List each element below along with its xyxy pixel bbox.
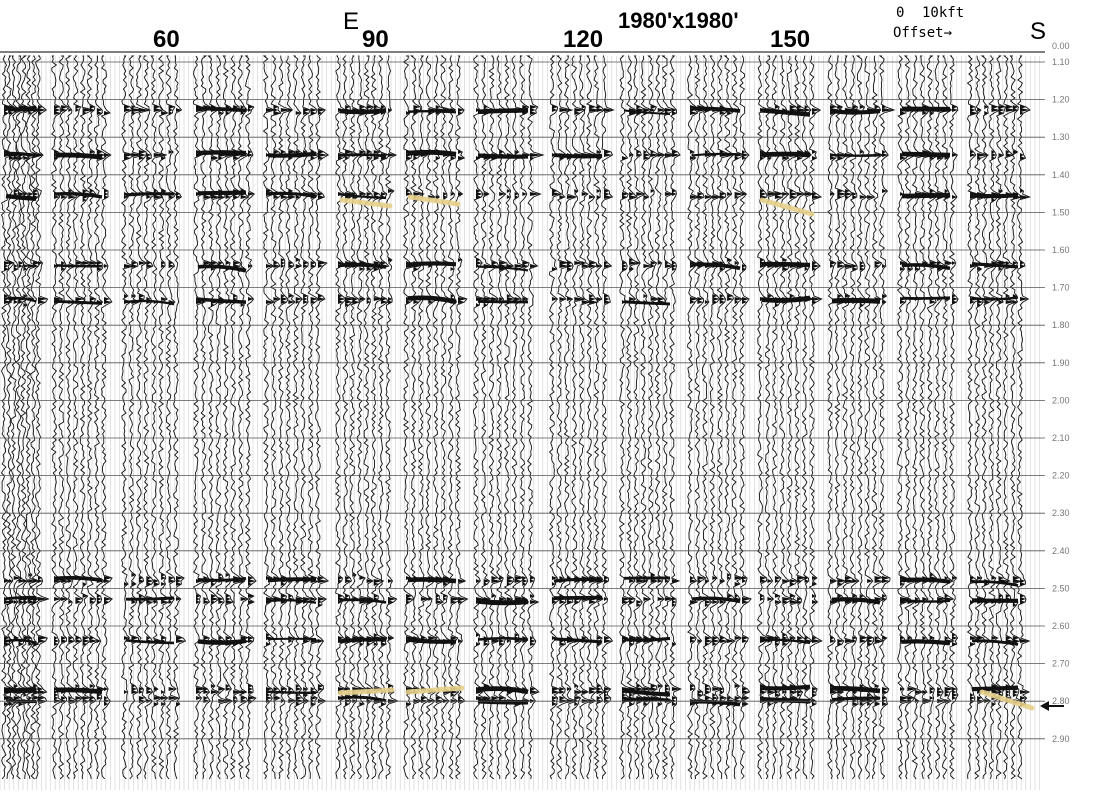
- time-tick-label: 0.00: [1052, 41, 1070, 51]
- station-label-150: 150: [770, 26, 811, 53]
- horizon-pick: [337, 687, 395, 696]
- time-tick-label: 1.20: [1052, 95, 1070, 105]
- time-tick-label: 1.90: [1052, 358, 1070, 368]
- time-tick-label: 2.90: [1052, 734, 1070, 744]
- station-label-120: 120: [563, 26, 604, 53]
- gather-panel: [120, 55, 187, 780]
- time-tick-label: 1.60: [1052, 245, 1070, 255]
- time-axis: 0.00 1.10 1.20 1.30 1.40 1.50 1.60 1.70 1.80 1.90…: [1052, 41, 1070, 744]
- timing-lines: [0, 51, 1045, 740]
- station-label-90: 90: [362, 26, 389, 53]
- time-tick-label: 2.30: [1052, 508, 1070, 518]
- time-tick-label: 1.30: [1052, 132, 1070, 142]
- time-tick-label: 1.80: [1052, 320, 1070, 330]
- gather-panel: [402, 55, 469, 780]
- time-tick-label: 2.20: [1052, 471, 1070, 481]
- gather-panel: [966, 55, 1032, 780]
- offset-label: Offset→: [893, 25, 953, 41]
- horizon-pick: [339, 197, 393, 209]
- time-tick-label: 2.00: [1052, 395, 1070, 405]
- gather-panels: [0, 55, 1040, 790]
- gather-panel: [262, 55, 330, 780]
- time-tick-label: 2.10: [1052, 433, 1070, 443]
- time-tick-label: 2.60: [1052, 621, 1070, 631]
- gather-panel: [896, 55, 959, 780]
- panel-marker-e: E: [343, 8, 360, 35]
- station-label-60: 60: [153, 26, 180, 53]
- arrow-left-icon: [1040, 701, 1064, 711]
- horizon-picks: [337, 194, 1035, 711]
- horizon-pick: [979, 689, 1035, 711]
- time-tick-label: 1.10: [1052, 57, 1070, 67]
- gather-panel: [548, 55, 615, 780]
- time-tick-label: 1.40: [1052, 170, 1070, 180]
- time-tick-label: 1.50: [1052, 207, 1070, 217]
- scale-distance: 10kft: [922, 5, 965, 21]
- gather-panel: [618, 55, 682, 780]
- scale-zero: 0: [896, 5, 905, 21]
- time-tick-label: 2.70: [1052, 659, 1070, 669]
- bin-size-label: 1980'x1980': [618, 8, 739, 33]
- gather-panel: [192, 55, 257, 780]
- time-tick-label: 2.40: [1052, 546, 1070, 556]
- end-marker-s: S: [1030, 18, 1047, 45]
- gather-panel: [334, 55, 400, 780]
- gather-panel: [50, 55, 113, 780]
- time-tick-label: 1.70: [1052, 283, 1070, 293]
- horizon-pick: [407, 194, 461, 207]
- horizon-pick: [405, 685, 465, 695]
- gather-panel: [756, 55, 823, 780]
- time-tick-label: 2.80: [1052, 696, 1070, 706]
- horizon-pick: [759, 197, 815, 217]
- time-tick-label: 2.50: [1052, 583, 1070, 593]
- gather-panel: [686, 55, 752, 780]
- gather-panel: [472, 55, 545, 780]
- gather-panel: [826, 55, 896, 780]
